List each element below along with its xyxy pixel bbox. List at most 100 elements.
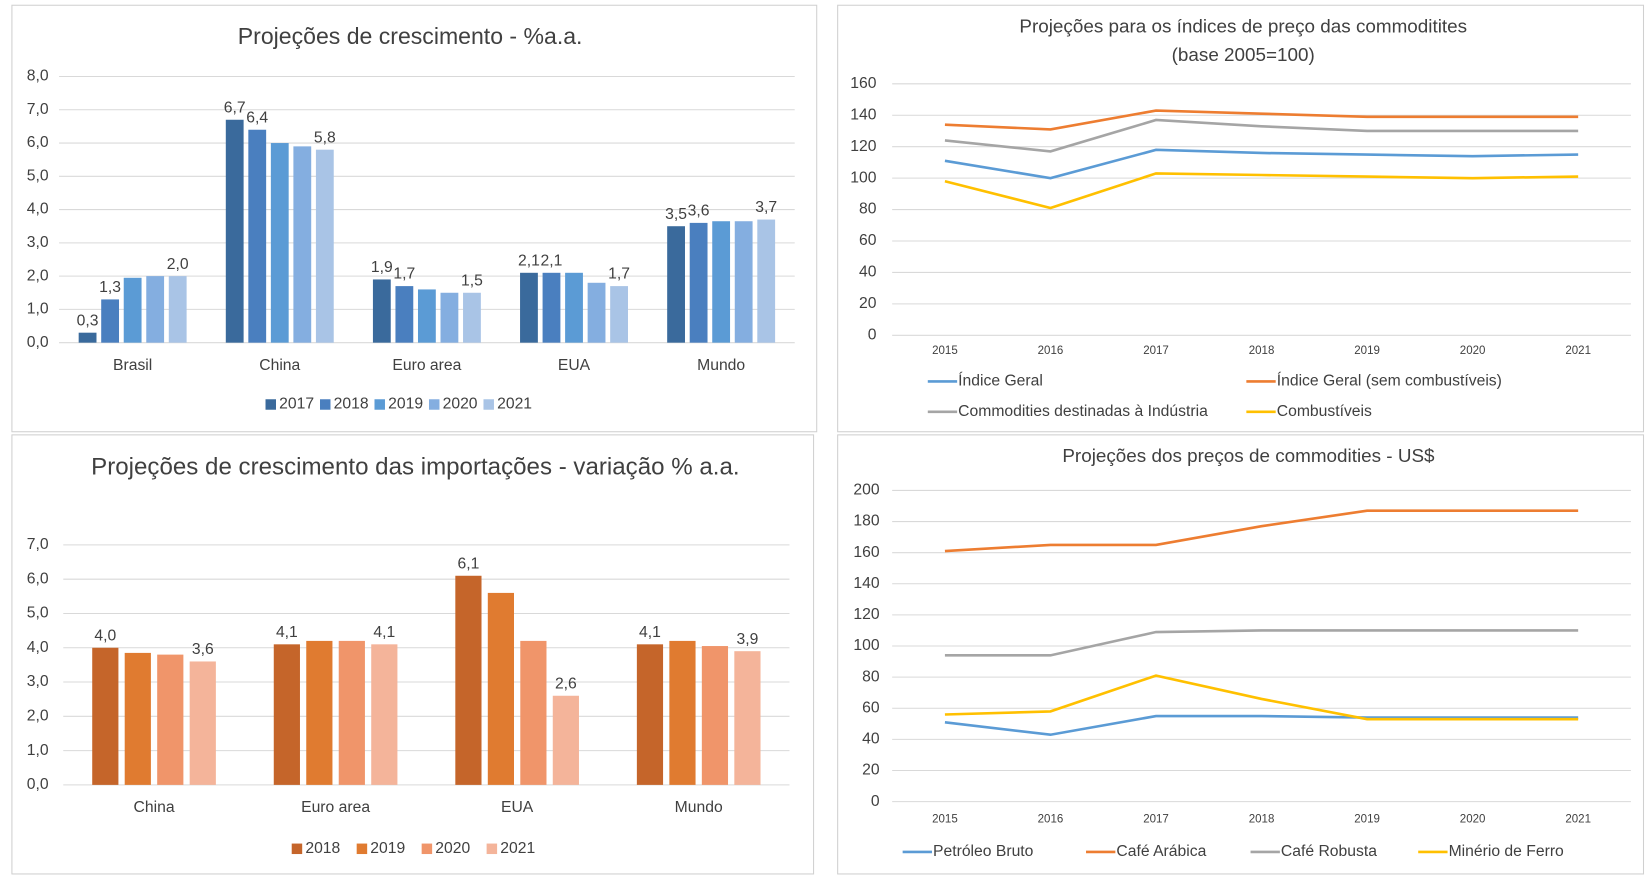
legend-label: 2021 — [497, 396, 532, 413]
line — [944, 172, 1579, 210]
legend-label: 2017 — [279, 396, 314, 413]
legend-swatch — [291, 843, 303, 855]
x-tick-label: Mundo — [697, 357, 745, 374]
bar — [440, 292, 459, 343]
y-tick-label: 80 — [859, 201, 877, 218]
data-label: 6,1 — [457, 555, 479, 572]
y-tick-label: 40 — [859, 264, 877, 281]
chart-title-box: Projeções para os índices de preço das c… — [1019, 15, 1468, 65]
bar — [157, 654, 184, 785]
bar — [189, 661, 216, 785]
x-tick-label: 2021 — [1565, 814, 1591, 826]
x-tick-label: 2015 — [932, 814, 958, 826]
legend-label: Petróleo Bruto — [933, 843, 1034, 860]
bar — [395, 286, 414, 343]
line — [944, 109, 1579, 131]
y-tick-label: 120 — [853, 606, 879, 623]
data-label: 1,9 — [371, 259, 393, 276]
chart-title-box: Projeções dos preços de commodities - US… — [1062, 445, 1434, 466]
data-label: 3,6 — [192, 641, 214, 658]
legend-swatch — [320, 399, 331, 410]
x-tick-label: 2017 — [1143, 814, 1169, 826]
y-tick-label: 3,0 — [27, 234, 49, 251]
panel — [837, 434, 1645, 875]
bar — [487, 592, 514, 785]
legend-label: 2020 — [443, 396, 478, 413]
x-tick-label: Euro area — [301, 799, 370, 816]
legend-label: Índice Geral — [958, 371, 1043, 390]
panel — [837, 4, 1645, 433]
bar — [92, 647, 119, 785]
bar — [123, 277, 142, 343]
bar — [587, 282, 606, 343]
legend-label: 2018 — [305, 840, 340, 857]
x-tick-label: Euro area — [392, 357, 461, 374]
data-label: 4,0 — [94, 627, 116, 644]
y-tick-label: 0,0 — [27, 334, 49, 351]
legend-label: Café Robusta — [1281, 843, 1377, 860]
legend-swatch — [374, 399, 385, 410]
y-tick-label: 40 — [862, 731, 880, 748]
bar — [338, 640, 365, 785]
bar — [371, 644, 398, 785]
y-tick-label: 6,0 — [27, 570, 49, 587]
legend-label: 2019 — [370, 840, 405, 857]
data-label: 3,5 — [665, 206, 687, 223]
bar — [463, 292, 481, 343]
data-label: 2,0 — [167, 256, 189, 273]
y-tick-label: 100 — [850, 169, 876, 186]
bar — [168, 276, 187, 343]
line — [944, 714, 1579, 737]
legend-swatch — [428, 399, 440, 410]
x-tick-label: 2017 — [1143, 345, 1169, 357]
bar — [124, 652, 151, 785]
x-tick-label: 2016 — [1038, 345, 1064, 357]
bar — [146, 276, 165, 343]
bar — [701, 646, 729, 785]
y-tick-label: 100 — [853, 637, 879, 654]
bar — [757, 219, 776, 343]
data-label: 1,5 — [461, 272, 483, 289]
y-tick-label: 5,0 — [27, 605, 49, 622]
y-tick-label: 0 — [868, 326, 877, 343]
data-label: 6,7 — [224, 99, 246, 116]
y-tick-label: 120 — [850, 138, 876, 155]
y-tick-label: 7,0 — [27, 101, 49, 118]
y-tick-label: 2,0 — [27, 267, 49, 284]
x-tick-label: 2018 — [1249, 345, 1275, 357]
chart-title: Projeções para os índices de preço das c… — [1019, 15, 1468, 65]
legend-swatch — [421, 843, 433, 855]
x-tick-label: EUA — [501, 799, 534, 816]
y-tick-label: 5,0 — [27, 167, 49, 184]
y-tick-label: 160 — [853, 544, 879, 561]
bar — [225, 119, 244, 343]
y-tick-label: 4,0 — [27, 201, 49, 218]
data-label: 3,7 — [755, 199, 777, 216]
data-label: 1,7 — [393, 266, 415, 283]
bar — [306, 640, 333, 785]
panel — [11, 434, 815, 875]
data-label: 4,1 — [639, 624, 661, 641]
x-tick-label: 2016 — [1038, 814, 1064, 826]
x-tick-label: EUA — [558, 357, 591, 374]
data-label: 3,6 — [688, 203, 710, 220]
data-label: 3,9 — [736, 631, 758, 648]
data-label: 1,7 — [608, 266, 630, 283]
legend-label: Índice Geral (sem combustíveis) — [1277, 371, 1502, 390]
legend-label: Combustíveis — [1277, 403, 1372, 420]
legend-label: 2018 — [334, 396, 369, 413]
bar — [520, 640, 547, 785]
bar — [552, 695, 579, 785]
bar — [542, 272, 561, 343]
bar — [610, 286, 628, 343]
y-tick-label: 160 — [850, 75, 876, 92]
panel — [11, 4, 818, 433]
y-tick-label: 0 — [871, 793, 880, 810]
legend-label: Commodities destinadas à Indústria — [958, 403, 1208, 420]
bar — [270, 143, 289, 343]
data-label: 4,1 — [373, 624, 395, 641]
legend-label: 2019 — [388, 396, 423, 413]
x-tick-label: Brasil — [113, 357, 152, 374]
